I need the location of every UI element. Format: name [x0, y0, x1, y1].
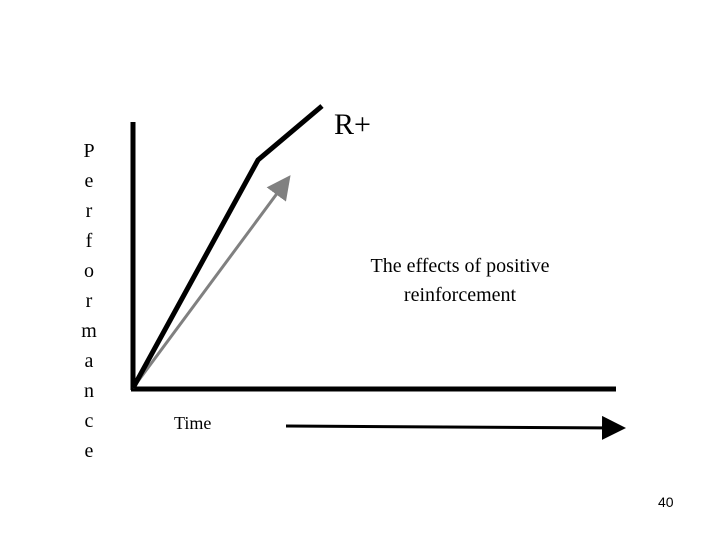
y-axis-label-letter: a — [84, 350, 94, 372]
y-axis-label-letter: r — [85, 200, 93, 222]
x-axis-label: Time — [174, 413, 212, 433]
y-axis-label-letter: P — [83, 140, 95, 162]
baseline-performance-arrow — [131, 175, 291, 389]
caption: The effects of positive reinforcement — [330, 252, 590, 310]
page-number: 40 — [658, 494, 674, 510]
y-axis-label-letter: o — [84, 260, 94, 282]
y-axis-label-letter: e — [84, 170, 94, 192]
y-axis-label-letter: n — [84, 380, 94, 402]
y-axis-label-letter: m — [81, 320, 97, 342]
caption-line: reinforcement — [403, 284, 517, 306]
y-axis-label-letter: c — [84, 410, 94, 432]
y-axis-label-letter: f — [85, 230, 93, 252]
curve-label: R+ — [334, 108, 371, 141]
y-axis-label-letter: r — [85, 290, 93, 312]
caption-line: The effects of positive — [370, 255, 550, 277]
time-arrow — [285, 415, 626, 440]
y-axis-label-letter: e — [84, 440, 94, 462]
reinforced-performance-curve — [130, 104, 324, 390]
